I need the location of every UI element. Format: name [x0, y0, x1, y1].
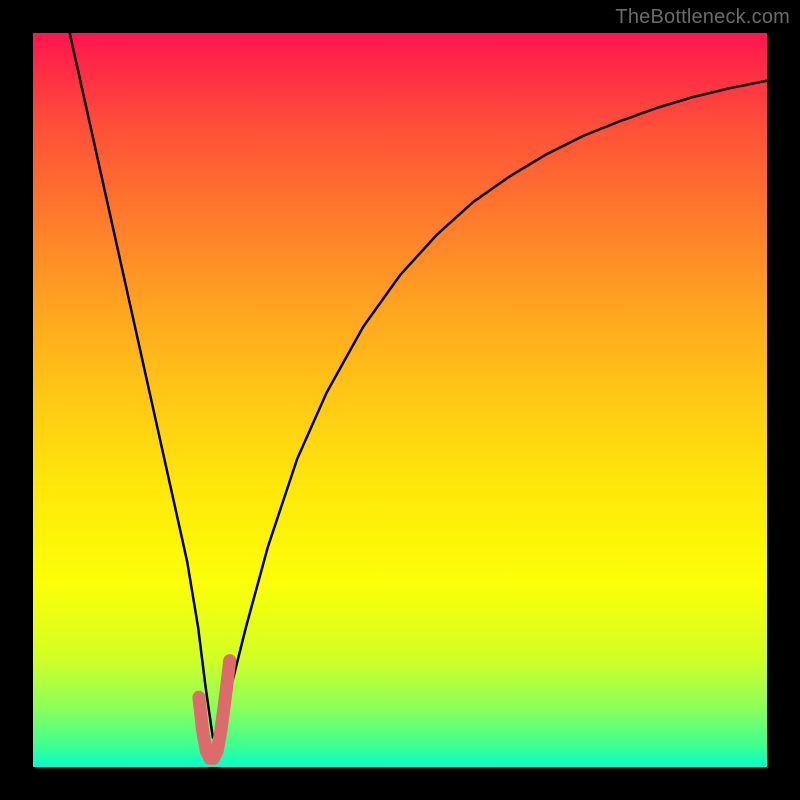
chart-plot-area — [33, 33, 767, 767]
chart-svg — [33, 33, 767, 767]
watermark-text: TheBottleneck.com — [615, 6, 790, 29]
bottleneck-curve — [70, 33, 767, 738]
